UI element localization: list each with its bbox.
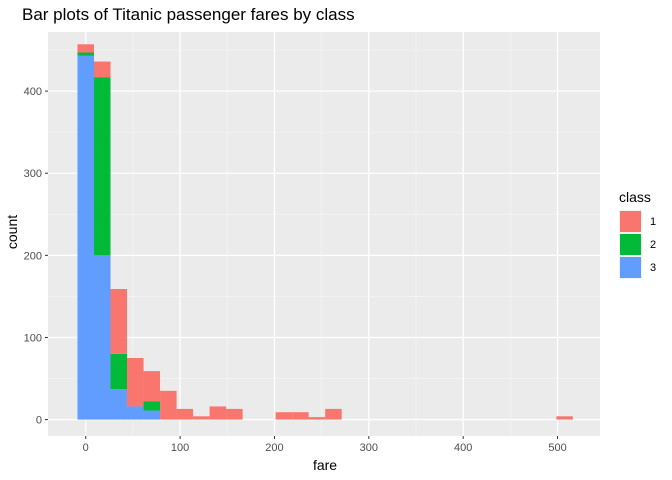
x-axis-ticks: 0 100 200 300 400 500 — [83, 436, 567, 454]
bar-class-1 — [143, 371, 161, 402]
bar-class-1 — [127, 357, 144, 407]
bar-class-1 — [325, 408, 342, 420]
bar-class-3 — [143, 410, 161, 420]
y-tick-label: 300 — [24, 168, 42, 180]
bars-layer — [77, 44, 573, 420]
bar-class-2 — [94, 77, 111, 256]
legend-label-class-2: 2 — [650, 239, 656, 251]
bar-class-1 — [556, 416, 573, 420]
bar-class-1 — [292, 412, 309, 420]
chart-title: Bar plots of Titanic passenger fares by … — [22, 5, 355, 24]
legend-swatch-class-1 — [620, 211, 641, 232]
bar-class-1 — [160, 390, 177, 420]
y-axis-ticks: 0 100 200 300 400 — [24, 86, 48, 427]
minor-gridlines — [48, 32, 600, 436]
x-tick-label: 500 — [548, 442, 566, 454]
x-tick-label: 100 — [171, 442, 189, 454]
legend-label-class-1: 1 — [650, 216, 656, 228]
x-axis-title: fare — [313, 457, 337, 473]
bar-class-1 — [176, 408, 194, 420]
bar-class-3 — [94, 255, 111, 420]
y-tick-label: 200 — [24, 250, 42, 262]
bar-class-1 — [77, 44, 94, 53]
bar-class-1 — [193, 416, 210, 420]
bar-class-1 — [226, 408, 243, 420]
bar-class-1 — [110, 289, 128, 354]
bar-class-1 — [275, 412, 293, 420]
y-tick-label: 400 — [24, 86, 42, 98]
y-tick-label: 100 — [24, 332, 42, 344]
bar-class-2 — [77, 52, 94, 56]
x-tick-label: 200 — [265, 442, 283, 454]
y-tick-label: 0 — [36, 415, 42, 427]
x-tick-label: 0 — [83, 442, 89, 454]
x-tick-label: 400 — [454, 442, 472, 454]
legend-swatch-class-3 — [620, 257, 641, 278]
bar-class-1 — [308, 417, 326, 420]
bar-class-1 — [94, 61, 111, 78]
bar-class-3 — [127, 406, 144, 420]
bar-class-3 — [110, 389, 128, 420]
y-axis-title: count — [4, 215, 20, 249]
bar-class-3 — [77, 55, 94, 420]
bar-class-1 — [209, 406, 227, 420]
legend-label-class-3: 3 — [650, 262, 656, 274]
bar-class-2 — [110, 353, 128, 390]
legend-title: class — [619, 189, 651, 205]
legend-swatch-class-2 — [620, 234, 641, 255]
bar-class-2 — [143, 401, 161, 411]
legend: class 1 2 3 — [619, 189, 656, 279]
x-tick-label: 300 — [360, 442, 378, 454]
